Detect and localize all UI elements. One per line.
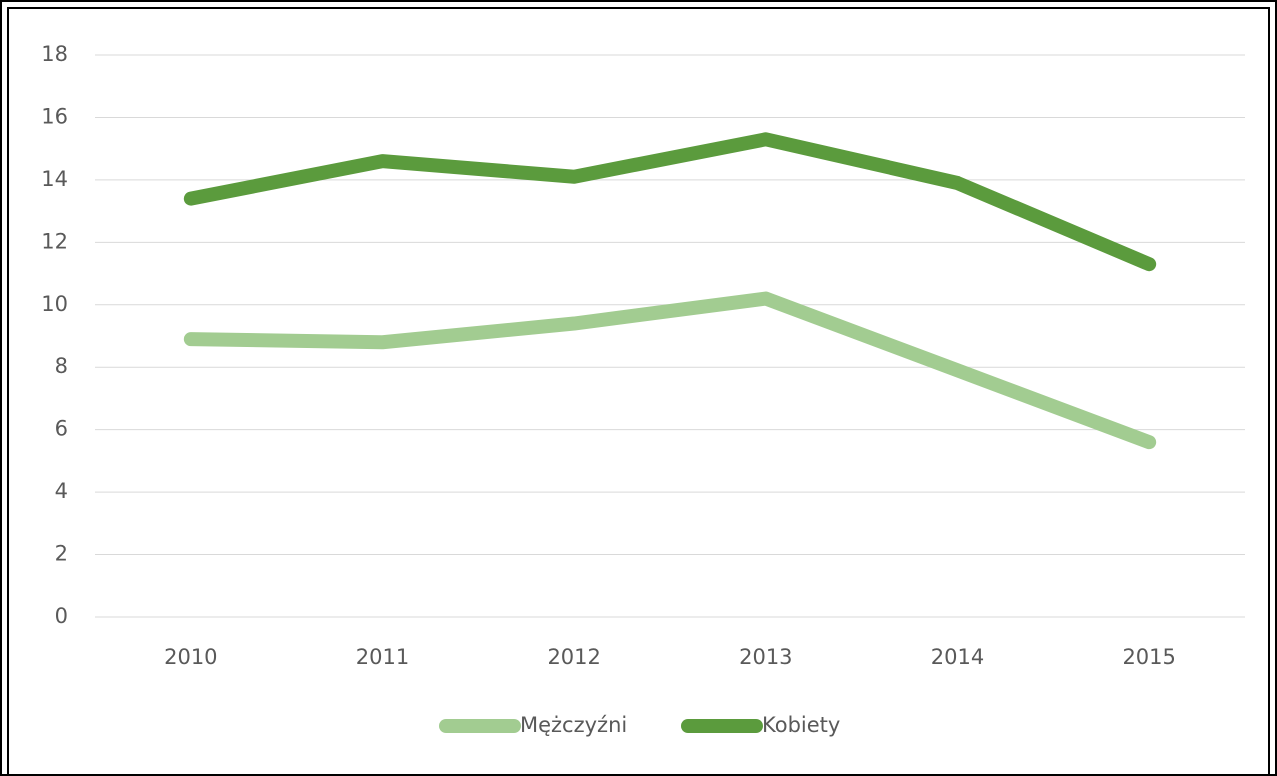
- y-tick-label: 14: [41, 167, 68, 191]
- legend-label: Mężczyźni: [520, 713, 627, 737]
- y-tick-label: 6: [55, 417, 68, 441]
- x-tick-label: 2012: [547, 645, 600, 669]
- legend-label: Kobiety: [762, 713, 840, 737]
- x-tick-label: 2011: [356, 645, 409, 669]
- x-tick-label: 2013: [739, 645, 792, 669]
- x-tick-label: 2010: [164, 645, 217, 669]
- y-tick-label: 4: [55, 479, 68, 503]
- y-tick-label: 12: [41, 229, 68, 253]
- y-tick-label: 8: [55, 354, 68, 378]
- line: [183, 132, 1157, 272]
- x-tick-label: 2015: [1122, 645, 1175, 669]
- y-tick-label: 0: [55, 604, 68, 628]
- y-tick-label: 16: [41, 104, 68, 128]
- inner-border: [7, 7, 1270, 776]
- y-tick-label: 2: [55, 542, 68, 566]
- y-tick-label: 18: [41, 42, 68, 66]
- x-tick-label: 2014: [931, 645, 984, 669]
- line: [183, 291, 1157, 450]
- y-tick-label: 10: [41, 292, 68, 316]
